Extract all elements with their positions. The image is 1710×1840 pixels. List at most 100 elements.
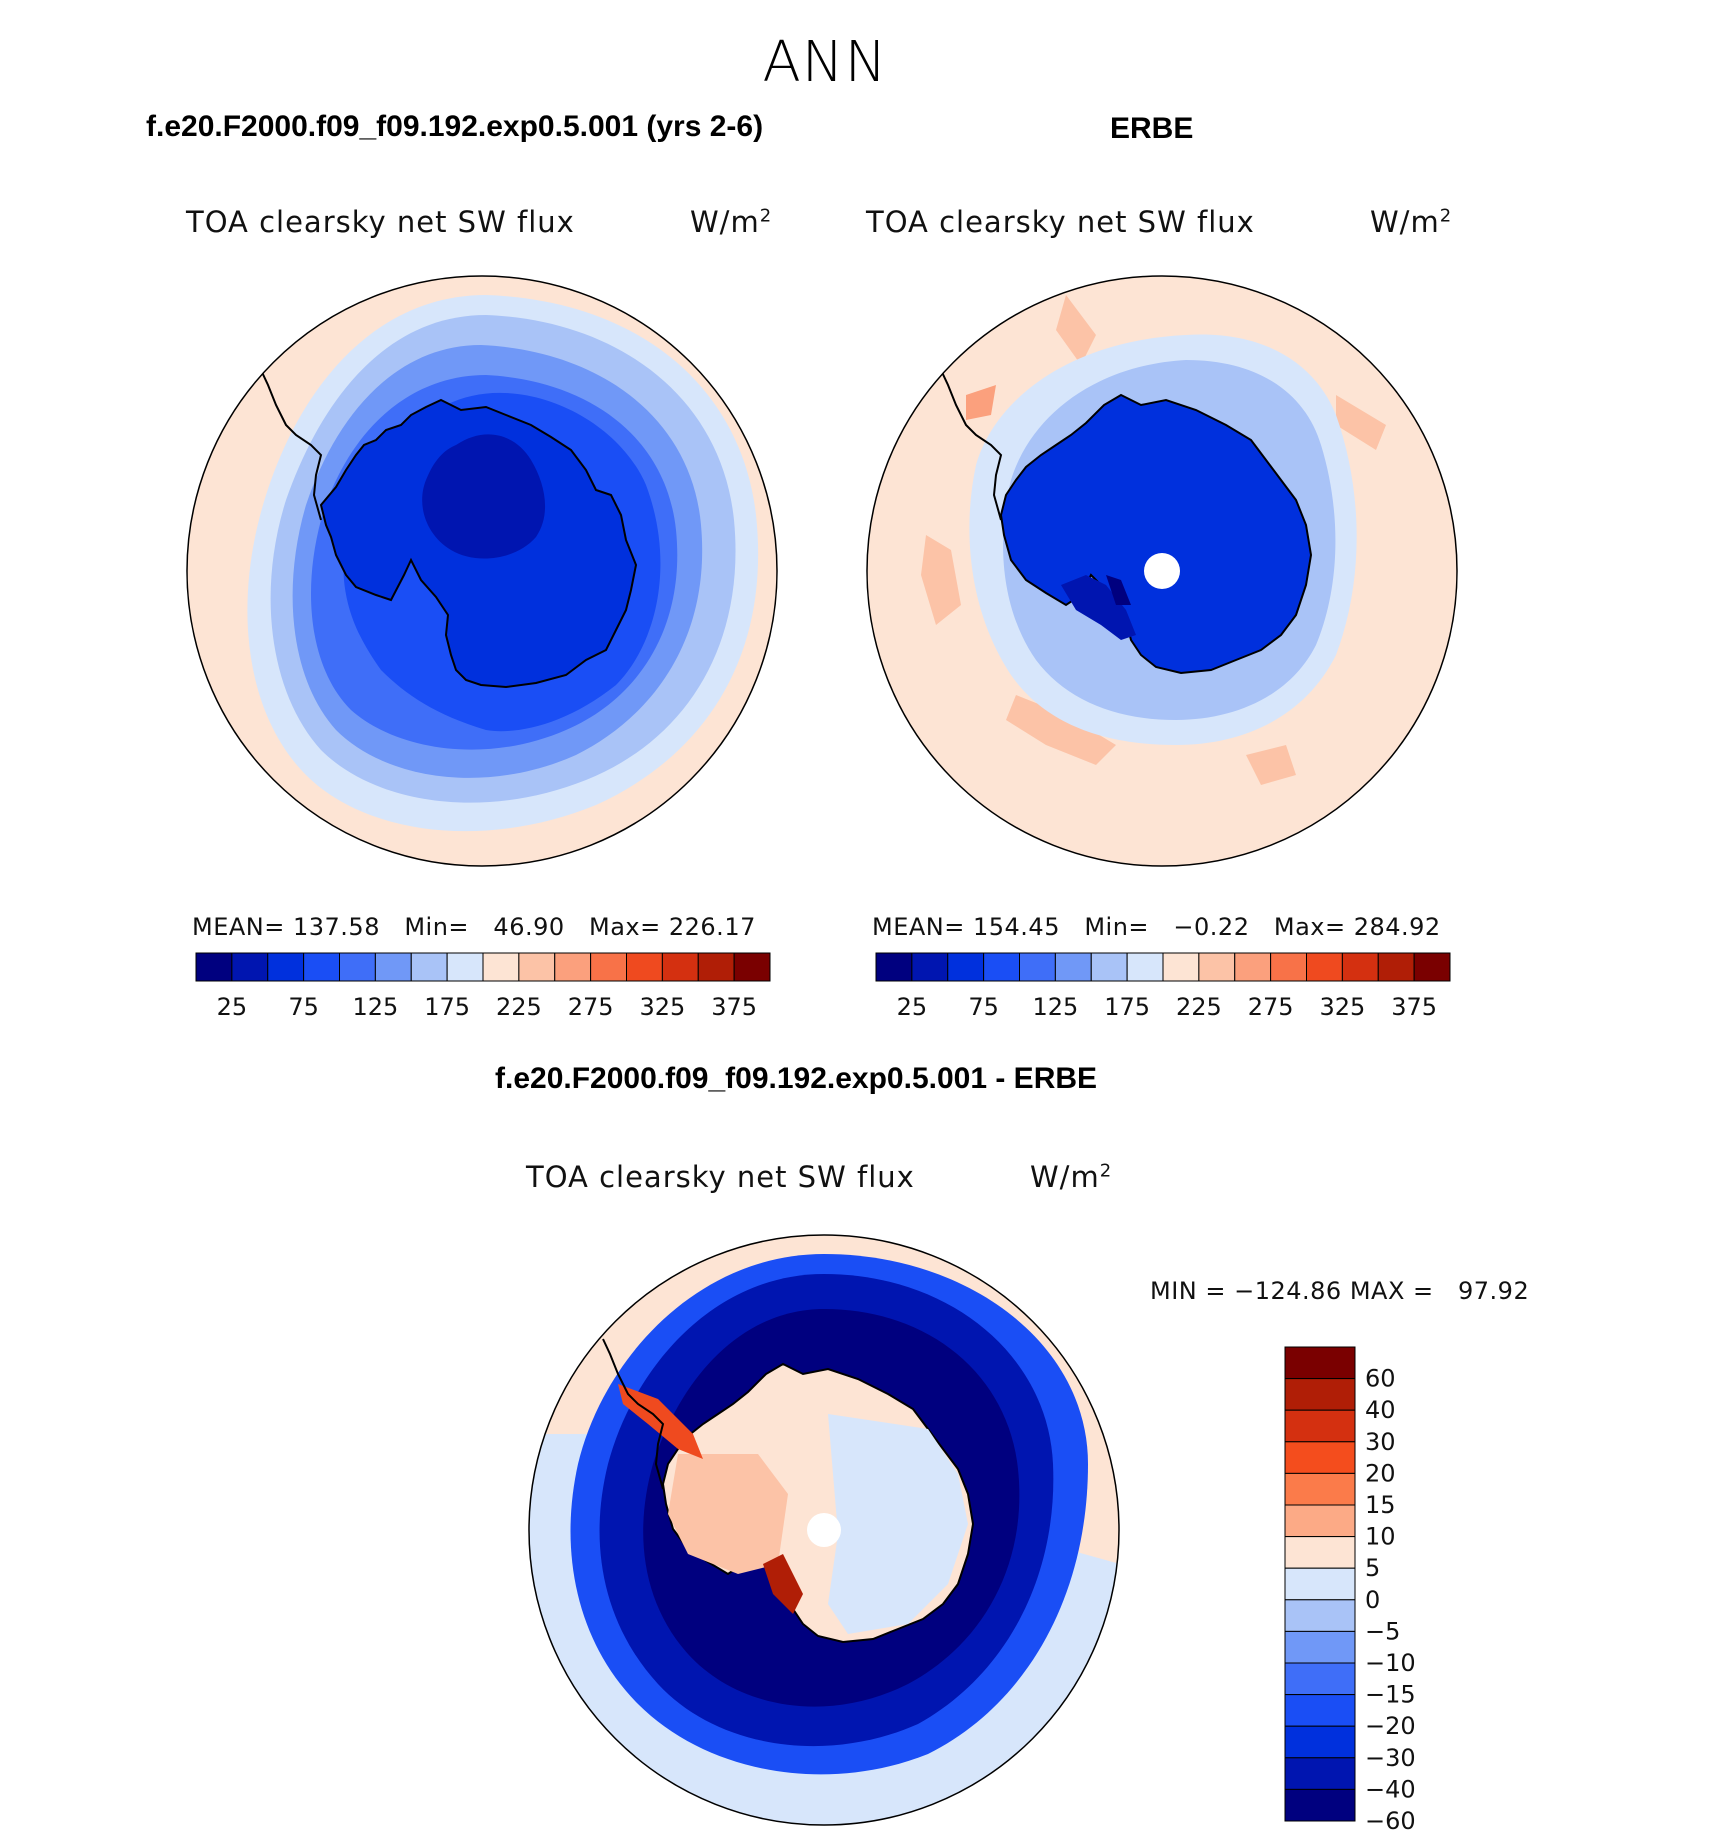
panel1-colorbar-swatch <box>697 952 735 982</box>
diff-colorbar-label: −60 <box>1365 1807 1416 1835</box>
panel1-colorbar <box>195 952 771 982</box>
diff-colorbar-label: −20 <box>1365 1712 1416 1740</box>
diff-colorbar-swatch <box>1284 1378 1356 1411</box>
diff-colorbar: 60 40 30 20 15 10 5 0 −5 −10 −15 −20 −30 −40 −60 <box>1284 1346 1416 1835</box>
panel1-colorbar-tick-label: 275 <box>567 993 614 1021</box>
panel2-colorbar-tick-label: 25 <box>896 993 928 1021</box>
panel2-colorbar-swatch <box>875 952 913 982</box>
panel1-units-label: W/m2 <box>690 205 773 239</box>
panel1-colorbar-swatch <box>303 952 340 982</box>
panel2-colorbar-tick-label: 375 <box>1391 993 1438 1021</box>
panel1-colorbar-tick-label: 125 <box>352 993 399 1021</box>
diff-colorbar-swatch <box>1284 1662 1356 1696</box>
panel2-units-label: W/m2 <box>1370 205 1453 239</box>
diff-colorbar-swatch <box>1284 1536 1356 1569</box>
panel1-variable-label: TOA clearsky net SW flux <box>186 205 575 239</box>
diff-colorbar-swatch <box>1284 1567 1356 1601</box>
panel2-colorbar-swatch <box>1054 952 1092 982</box>
season-title: ANN <box>762 30 888 95</box>
pole-hole <box>1144 553 1180 589</box>
diff-colorbar-swatch <box>1284 1409 1356 1443</box>
panel1-colorbar-tick-label: 375 <box>711 993 758 1021</box>
diff-colorbar-label: 30 <box>1365 1428 1396 1456</box>
diff-colorbar-swatch <box>1284 1694 1356 1727</box>
panel1-stats: MEAN= 137.58 Min= 46.90 Max= 226.17 <box>192 913 756 941</box>
panel1-colorbar-tick-label: 75 <box>288 993 319 1021</box>
panel2-colorbar-swatch <box>1270 952 1307 982</box>
diff-colorbar-label: 40 <box>1365 1396 1396 1424</box>
panel2-colorbar-swatch <box>1306 952 1343 982</box>
panel1-colorbar-swatch <box>482 952 520 982</box>
panel3-units-label: W/m2 <box>1030 1160 1113 1194</box>
panel2-colorbar-tick-label: 325 <box>1319 993 1366 1021</box>
panel1-colorbar-swatch <box>554 952 592 982</box>
panel1-colorbar-tick-label: 175 <box>424 993 471 1021</box>
panel1-colorbar-swatch <box>267 952 305 982</box>
diff-colorbar-swatch <box>1284 1504 1356 1538</box>
panel2-colorbar-tick-label: 125 <box>1032 993 1079 1021</box>
diff-colorbar-label: −5 <box>1365 1617 1400 1645</box>
panel2-colorbar-swatch <box>983 952 1020 982</box>
panel1-colorbar-ticks: 25 75 125 175 225 275 325 375 <box>196 993 770 1023</box>
map-boundary <box>528 1234 1120 1826</box>
panel1-colorbar-swatch <box>195 952 233 982</box>
map-boundary <box>186 275 778 867</box>
panel1-colorbar-swatch <box>661 952 699 982</box>
panel2-colorbar-swatch <box>911 952 949 982</box>
south-america-tip <box>197 424 208 446</box>
panel2-colorbar-tick-label: 225 <box>1175 993 1222 1021</box>
panel2-colorbar-swatch <box>1126 952 1164 982</box>
diff-colorbar-label: 5 <box>1365 1554 1380 1582</box>
panel2-colorbar-swatch <box>1162 952 1200 982</box>
diff-colorbar-swatch <box>1284 1757 1356 1790</box>
diff-colorbar-swatch <box>1284 1788 1356 1822</box>
obs-polar-map <box>866 275 1458 867</box>
diff-colorbar-swatch <box>1284 1599 1356 1632</box>
panel3-variable-label: TOA clearsky net SW flux <box>526 1160 915 1194</box>
diff-panel-title: f.e20.F2000.f09_f09.192.exp0.5.001 - ERB… <box>495 1062 1098 1095</box>
diff-colorbar-label: 10 <box>1365 1523 1396 1551</box>
south-america-tip <box>539 1393 550 1415</box>
model-polar-map <box>186 275 778 867</box>
diff-polar-map <box>528 1234 1120 1826</box>
panel2-colorbar-swatch <box>1234 952 1272 982</box>
panel2-colorbar-ticks: 25 75 125 175 225 275 325 375 <box>876 993 1450 1023</box>
panel1-colorbar-swatch <box>626 952 663 982</box>
panel1-colorbar-swatch <box>410 952 448 982</box>
diff-colorbar-swatch <box>1284 1346 1356 1380</box>
panel2-colorbar-tick-label: 275 <box>1247 993 1294 1021</box>
panel2-colorbar-swatch <box>1413 952 1451 982</box>
panel2-colorbar-tick-label: 175 <box>1104 993 1151 1021</box>
panel1-colorbar-tick-label: 25 <box>216 993 248 1021</box>
panel1-colorbar-swatch <box>446 952 484 982</box>
diff-colorbar-label: −15 <box>1365 1681 1416 1709</box>
pole-hole <box>807 1513 841 1547</box>
diff-colorbar-label: 60 <box>1365 1365 1396 1393</box>
diff-colorbar-swatch <box>1284 1725 1356 1759</box>
diff-colorbar-swatch <box>1284 1630 1356 1664</box>
map-boundary <box>866 275 1458 867</box>
panel2-colorbar-swatch <box>1198 952 1236 982</box>
obs-panel-title: ERBE <box>1110 112 1194 145</box>
panel1-colorbar-swatch <box>339 952 376 982</box>
diff-colorbar-swatch <box>1284 1472 1356 1506</box>
diff-colorbar-label: −30 <box>1365 1744 1416 1772</box>
panel1-colorbar-swatch <box>374 952 412 982</box>
panel2-colorbar <box>875 952 1451 982</box>
panel1-colorbar-swatch <box>733 952 771 982</box>
diff-colorbar-label: −40 <box>1365 1775 1416 1803</box>
panel2-colorbar-swatch <box>1019 952 1056 982</box>
panel2-colorbar-swatch <box>1341 952 1379 982</box>
panel2-colorbar-tick-label: 75 <box>968 993 999 1021</box>
panel2-variable-label: TOA clearsky net SW flux <box>866 205 1255 239</box>
antarctica-continent <box>999 393 1313 675</box>
antarctic-peninsula <box>260 369 323 521</box>
panel2-colorbar-swatch <box>947 952 985 982</box>
south-america-tip <box>877 424 888 446</box>
panel2-colorbar-swatch <box>1377 952 1415 982</box>
panel2-colorbar-swatch <box>1090 952 1128 982</box>
diff-colorbar-label: −10 <box>1365 1649 1416 1677</box>
panel1-colorbar-tick-label: 225 <box>495 993 542 1021</box>
diff-colorbar-label: 20 <box>1365 1459 1396 1487</box>
panel3-stats: MIN = −124.86 MAX = 97.92 <box>1150 1277 1530 1305</box>
